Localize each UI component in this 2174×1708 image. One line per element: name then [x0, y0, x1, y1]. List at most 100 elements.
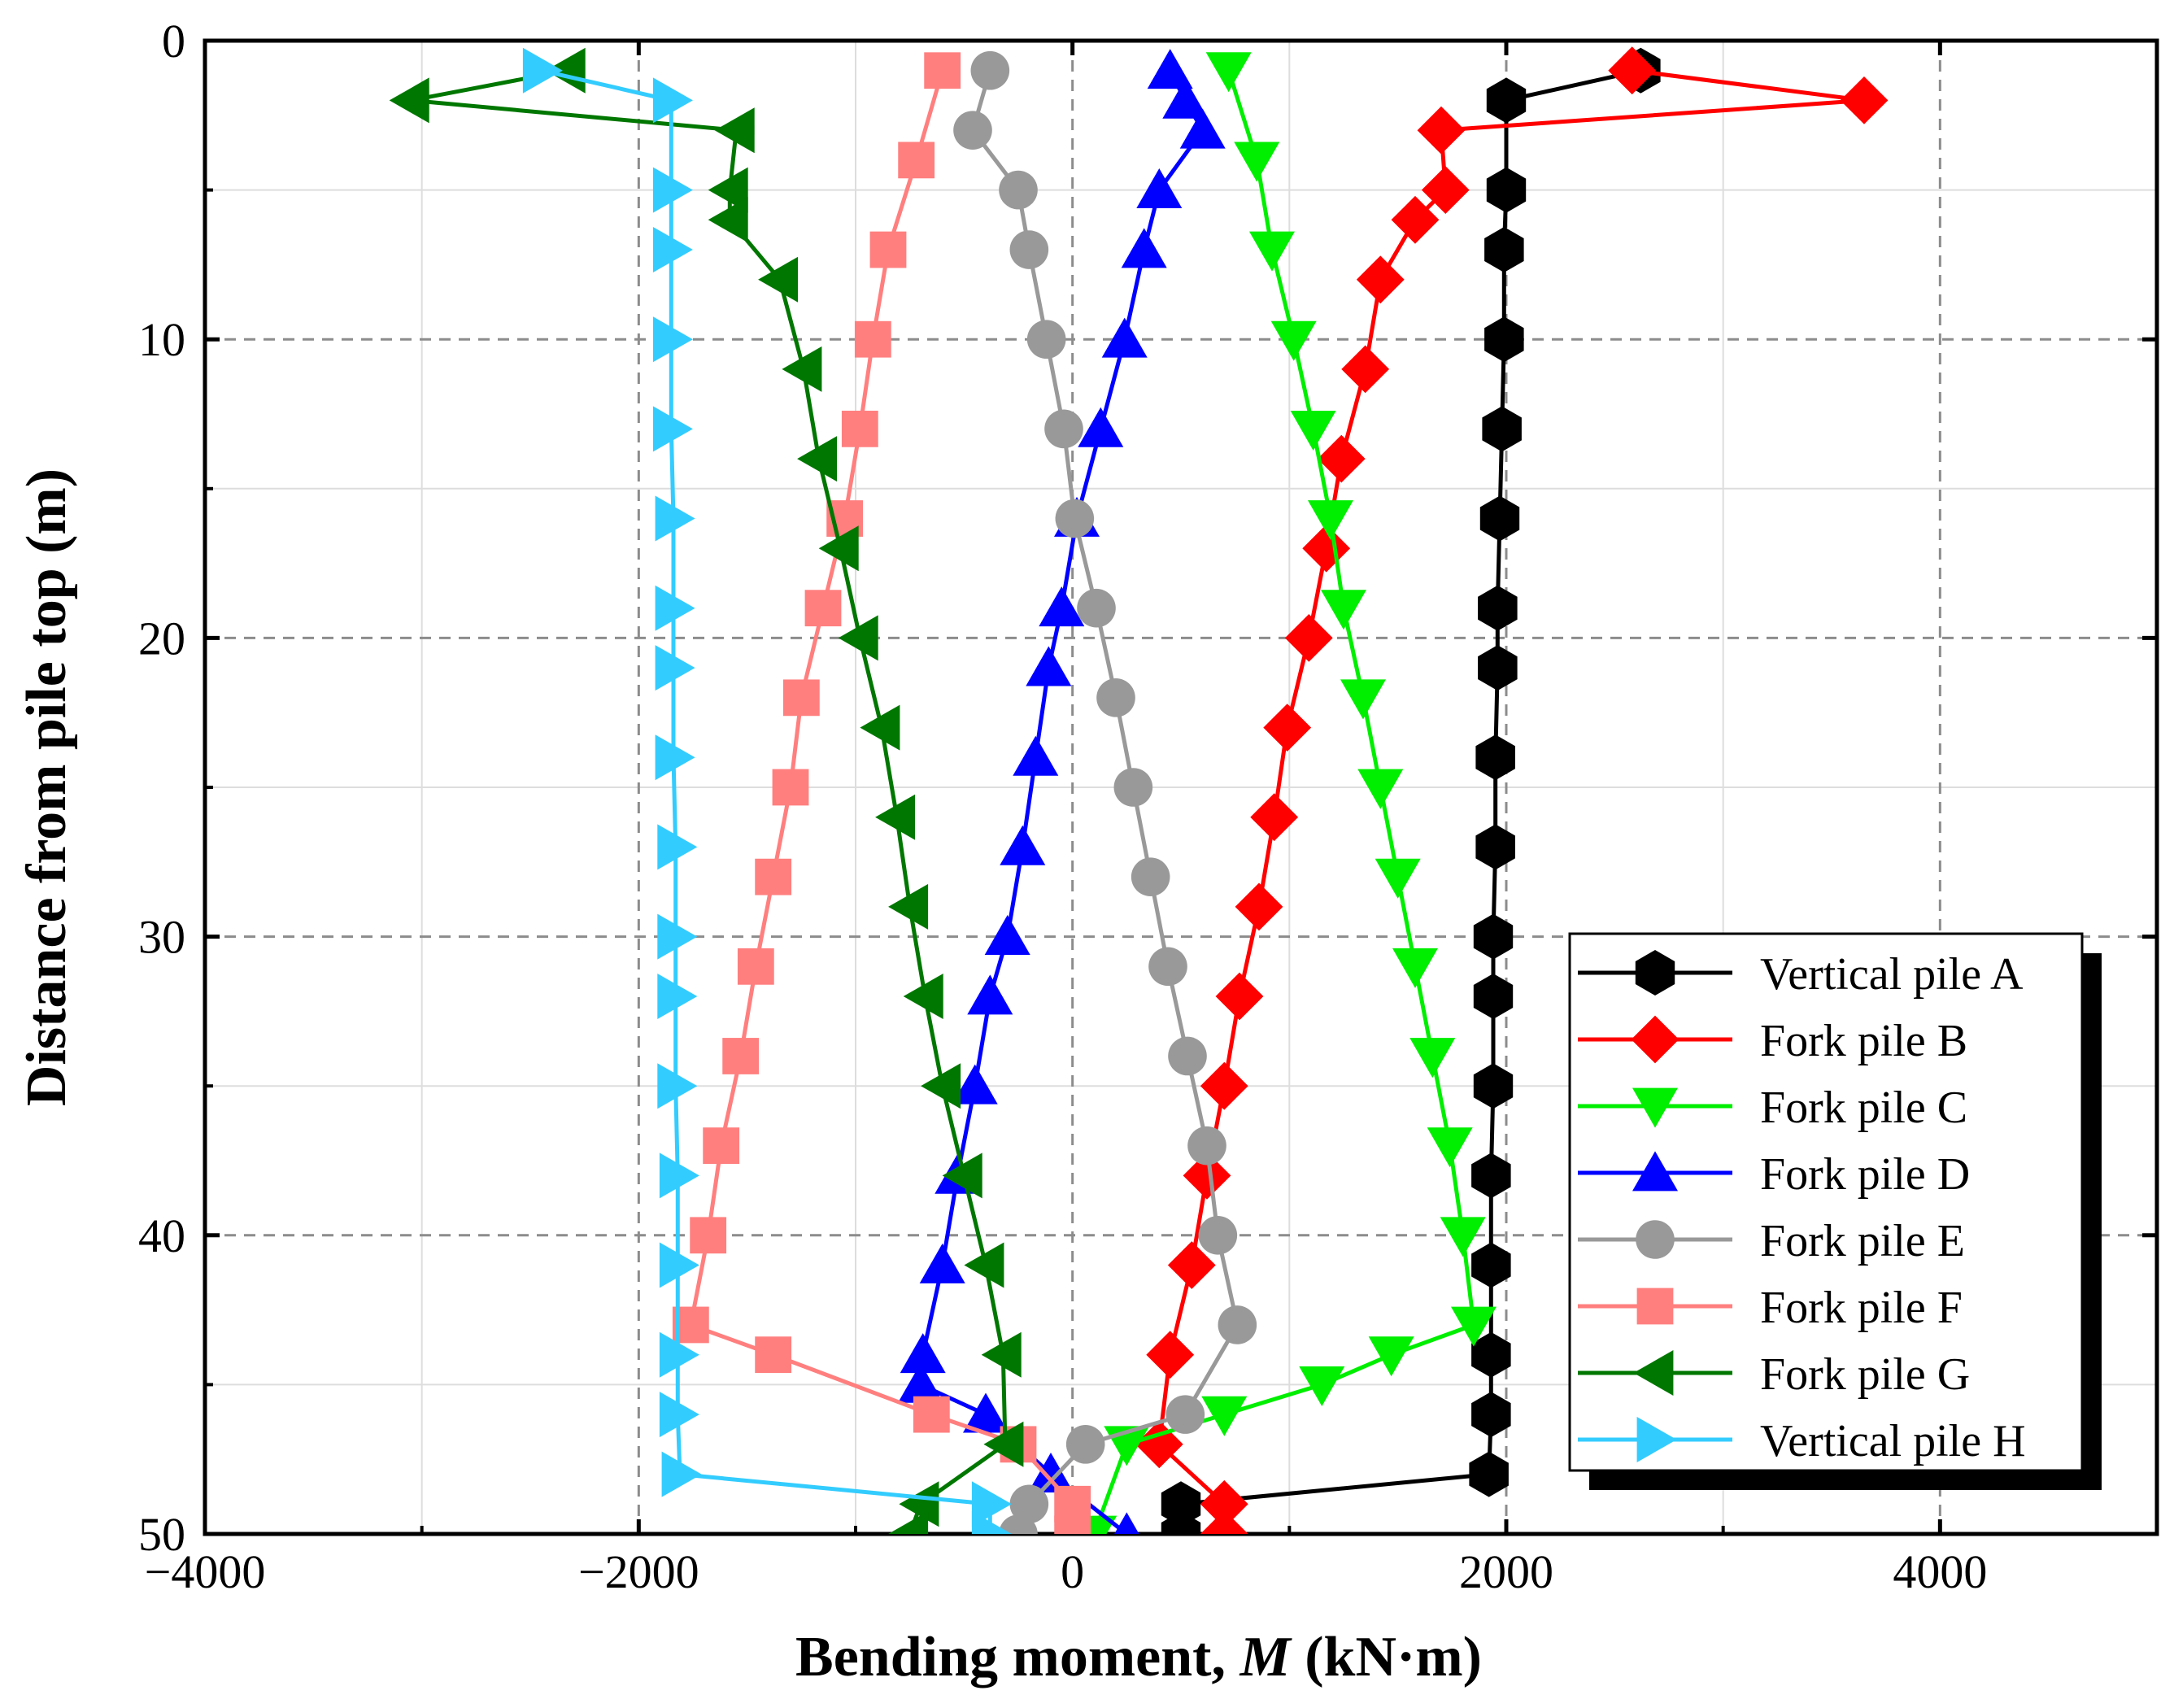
data-point-fork-pile-b [1263, 704, 1312, 752]
data-point-fork-pile-d [1026, 646, 1072, 686]
data-point-fork-pile-b [1421, 166, 1470, 214]
data-point-fork-pile-d [1136, 168, 1183, 208]
y-tick-label: 0 [162, 15, 185, 68]
x-axis-title: Bending moment, M (kN·m) [795, 1626, 1482, 1688]
data-point-vertical-pile-h [652, 316, 693, 363]
data-point-fork-pile-g [714, 107, 755, 154]
data-point-vertical-pile-h [657, 974, 698, 1019]
data-point-vertical-pile-h [652, 77, 693, 124]
data-point-fork-pile-e [970, 50, 1010, 90]
data-point-fork-pile-e [1065, 1425, 1105, 1464]
data-point-fork-pile-b [1215, 972, 1264, 1021]
data-point-fork-pile-b [1317, 434, 1366, 483]
data-point-fork-pile-c [1201, 1396, 1248, 1436]
data-point-fork-pile-c [1409, 1038, 1456, 1078]
data-point-fork-pile-e [1198, 1216, 1238, 1255]
x-tick-label: 4000 [1893, 1545, 1987, 1598]
data-point-vertical-pile-a [1161, 1511, 1201, 1534]
data-point-fork-pile-e [1026, 320, 1066, 359]
data-point-fork-pile-f [690, 1217, 727, 1254]
data-point-vertical-pile-h [659, 1331, 699, 1378]
data-point-fork-pile-e [1096, 678, 1135, 717]
data-point-vertical-pile-h [659, 1392, 699, 1438]
data-point-fork-pile-g [545, 47, 586, 94]
y-tick-label: 10 [138, 313, 185, 366]
data-point-vertical-pile-h [652, 406, 693, 452]
data-point-fork-pile-f [782, 679, 820, 717]
data-point-fork-pile-d [1039, 586, 1085, 627]
data-point-fork-pile-c [1290, 411, 1336, 451]
data-point-fork-pile-e [1218, 1305, 1257, 1344]
data-point-fork-pile-d [898, 1362, 943, 1403]
data-point-fork-pile-b [1284, 614, 1333, 662]
data-point-fork-pile-f [722, 1038, 760, 1074]
series-vertical-pile-h [522, 47, 1012, 1534]
legend-label-fork-pile-g: Fork pile G [1760, 1349, 1970, 1400]
data-point-fork-pile-e [1055, 499, 1095, 538]
data-point-fork-pile-f [703, 1127, 740, 1165]
data-point-vertical-pile-a [1161, 1481, 1201, 1527]
data-point-fork-pile-g [983, 1421, 1024, 1467]
data-point-fork-pile-b [1417, 106, 1466, 155]
legend-label-fork-pile-f: Fork pile F [1760, 1283, 1963, 1333]
data-point-fork-pile-c [1357, 769, 1404, 809]
data-point-vertical-pile-a [1475, 734, 1515, 781]
x-axis-title-variable: M [1239, 1626, 1292, 1688]
data-point-fork-pile-g [921, 1063, 961, 1109]
data-point-fork-pile-c [1321, 590, 1366, 630]
data-point-fork-pile-b [1608, 46, 1657, 95]
data-point-fork-pile-d [1013, 735, 1059, 776]
series-vertical-pile-a [1161, 47, 1661, 1534]
data-point-vertical-pile-a [1469, 1451, 1509, 1497]
legend: Vertical pile A Fork pile B Fork pile C For… [1568, 932, 2102, 1490]
legend-marker-vertical-pile-a [1635, 950, 1675, 996]
data-point-vertical-pile-h [652, 167, 693, 213]
legend-label-fork-pile-c: Fork pile C [1760, 1083, 1967, 1133]
data-point-fork-pile-e [953, 111, 992, 150]
x-tick-label: −4000 [145, 1545, 266, 1598]
data-point-fork-pile-b [1135, 1420, 1183, 1469]
legend-marker-fork-pile-f [1636, 1288, 1674, 1325]
series-fork-pile-f [672, 52, 1091, 1534]
data-point-fork-pile-g [758, 256, 799, 303]
data-point-vertical-pile-a [1486, 77, 1527, 124]
data-point-fork-pile-b [1341, 345, 1390, 394]
data-point-fork-pile-f [772, 769, 809, 806]
data-point-vertical-pile-a [1471, 1152, 1511, 1199]
data-point-vertical-pile-a [1471, 1331, 1511, 1378]
data-point-fork-pile-c [1451, 1306, 1497, 1347]
y-tick-label: 30 [138, 911, 185, 964]
series-layer [389, 46, 1889, 1534]
data-point-fork-pile-b [1183, 1152, 1231, 1200]
data-point-fork-pile-b [1200, 1061, 1248, 1110]
data-point-fork-pile-b [1391, 195, 1440, 244]
series-fork-pile-c [1071, 52, 1497, 1534]
legend-marker-fork-pile-g [1633, 1350, 1674, 1396]
x-axis-title-text: Bending moment, [795, 1626, 1239, 1688]
data-point-vertical-pile-h [655, 734, 695, 781]
x-tick-label: 0 [1061, 1545, 1084, 1598]
data-point-fork-pile-g [888, 1511, 929, 1534]
x-axis-title-unit: (kN·m) [1291, 1626, 1482, 1688]
data-point-fork-pile-c [1440, 1217, 1486, 1257]
data-point-fork-pile-d [900, 1333, 946, 1374]
data-point-fork-pile-b [1167, 1241, 1216, 1289]
data-point-vertical-pile-a [1482, 406, 1522, 452]
data-point-fork-pile-d [984, 915, 1030, 955]
data-point-fork-pile-d [1147, 49, 1193, 89]
data-point-fork-pile-g [964, 1242, 1004, 1288]
data-point-fork-pile-e [1009, 1484, 1049, 1524]
data-point-fork-pile-e [1044, 409, 1083, 449]
data-point-fork-pile-d [963, 1392, 1009, 1433]
data-point-fork-pile-c [1427, 1127, 1473, 1168]
data-point-fork-pile-g [708, 167, 748, 213]
data-point-fork-pile-g [860, 704, 900, 751]
legend-label-fork-pile-d: Fork pile D [1760, 1149, 1970, 1200]
legend-label-fork-pile-b: Fork pile B [1760, 1016, 1967, 1066]
data-point-fork-pile-f [755, 858, 792, 895]
data-point-fork-pile-e [1187, 1126, 1226, 1166]
data-point-fork-pile-e [1113, 768, 1153, 807]
data-point-vertical-pile-h [522, 47, 563, 94]
legend-marker-fork-pile-d [1632, 1151, 1678, 1192]
